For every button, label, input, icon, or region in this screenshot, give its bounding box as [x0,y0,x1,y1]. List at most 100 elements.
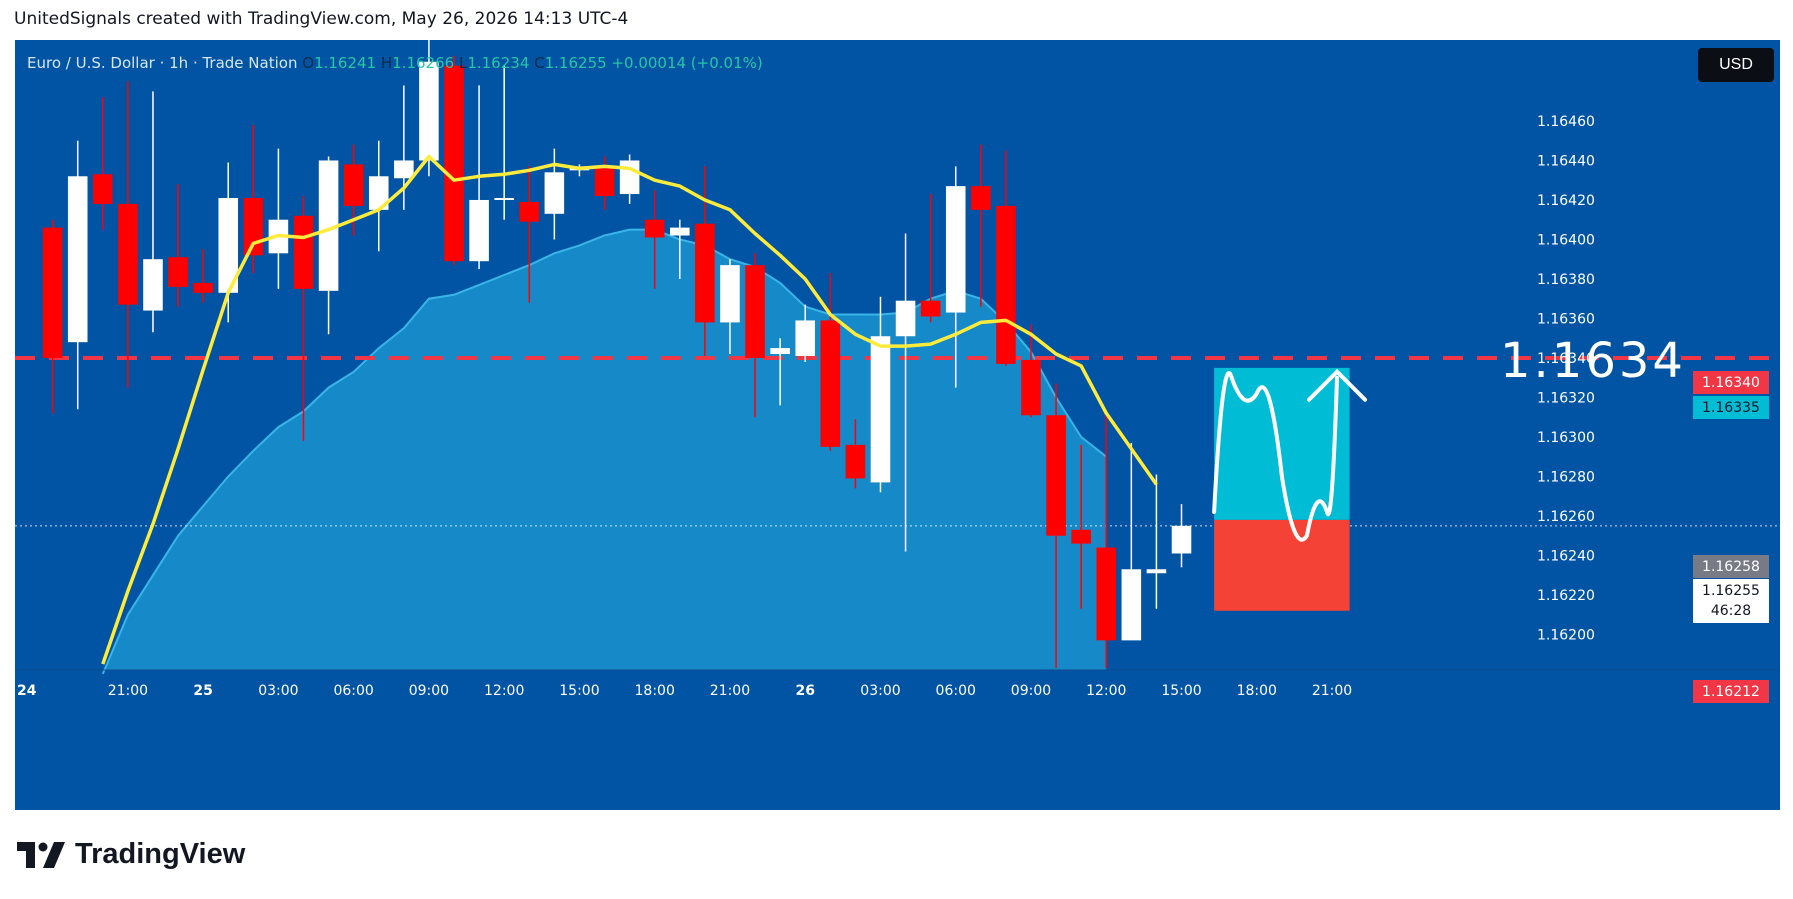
candle-body [1171,525,1192,554]
x-tick-label: 21:00 [1312,683,1352,699]
candle-bear [1021,324,1041,418]
moving-average-slow [101,228,1107,675]
moving-average-fast [101,154,1158,665]
candle-body [1071,529,1091,544]
target-price-label: 1.1634 [1500,333,1686,389]
candle-body [945,186,966,313]
close-value: 1.16255 [544,54,607,72]
candle-bull [670,219,690,279]
candle-bear [118,81,138,388]
y-tick-label: 1.16280 [1537,469,1595,485]
candle-bear [1071,444,1091,609]
high-label: H [380,54,393,72]
candle-body [1046,415,1066,536]
candle-bull [544,148,565,240]
candle-body [93,174,113,204]
x-tick-label: 12:00 [484,683,524,699]
candle-bear [168,184,188,307]
candle-body [619,160,640,195]
x-tick-label: 03:00 [860,683,900,699]
candle-body [770,348,790,355]
candle-body [544,172,565,214]
candle-bull [394,85,414,210]
y-tick-label: 1.16400 [1537,232,1595,248]
x-tick-label: 21:00 [108,683,148,699]
candle-body [168,257,188,287]
open-value: 1.16241 [314,54,377,72]
axes: 1.16460 1.16440 1.16420 1.16400 1.16380 1.163… [15,114,1780,699]
candle-bear [745,253,765,418]
tradingview-logo[interactable]: TradingView [17,838,245,871]
candle-body [318,160,339,291]
candle-bull [1121,442,1142,641]
candle-body [494,197,514,200]
x-tick-label: 06:00 [936,683,976,699]
candle-body [745,265,765,358]
chart-frame[interactable]: 1.16460 1.16440 1.16420 1.16400 1.16380 1.163… [15,40,1780,810]
chart-publisher-header: UnitedSignals created with TradingView.c… [14,9,629,29]
candle-body [444,65,464,262]
symbol-name: Euro / U.S. Dollar · 1h · Trade Nation [27,54,298,72]
candle-bear [519,166,540,303]
candle-body [845,444,866,479]
candle-body [795,320,815,356]
candle-body [1021,359,1041,416]
candle-body [143,259,163,311]
candle-bull [945,166,966,388]
candle-body [1121,569,1142,641]
high-value: 1.16266 [392,54,455,72]
candle-body [368,176,389,210]
candle-bull [218,162,239,323]
long-position-tool [1212,367,1368,611]
y-tick-label: 1.16320 [1537,390,1595,406]
candlestick-chart[interactable]: 1.16460 1.16440 1.16420 1.16400 1.16380 1.163… [15,40,1780,810]
slow-ma-line [101,228,1107,675]
candle-bull [494,65,514,220]
x-tick-label: 15:00 [559,683,599,699]
projection-arrow-head [1307,368,1368,402]
candle-body [920,300,941,317]
currency-button[interactable]: USD [1698,48,1774,82]
candle-body [42,227,63,358]
y-tick-label: 1.16360 [1537,311,1595,327]
candle-bear [42,219,63,414]
candle-bear [594,156,615,210]
candle-bear [444,55,464,266]
projection-path [1212,371,1339,542]
target-price-badge: 1.16340 [1693,371,1769,394]
y-tick-label: 1.16220 [1537,588,1595,604]
candle-body [193,282,213,293]
candle-body [594,168,615,197]
x-tick-label: 18:00 [1237,683,1277,699]
low-value: 1.16234 [467,54,530,72]
candle-bull [795,304,815,362]
stop-loss-zone [1214,519,1350,611]
x-tick-label: 12:00 [1086,683,1126,699]
candle-bull [143,91,163,333]
candle-body [870,336,891,483]
candle-body [293,215,314,289]
candle-bull [268,148,289,289]
candle-bear [971,144,991,307]
x-tick-label: 21:00 [710,683,750,699]
candle-bull [720,259,740,355]
candle-body [695,223,715,323]
candle-bear [1046,383,1066,669]
candle-bear [820,273,841,451]
candles [42,40,1192,669]
candle-bull [318,156,339,335]
candle-body [394,160,414,179]
candle-body [343,164,364,206]
open-label: O [302,54,315,72]
take-profit-zone [1214,367,1350,520]
candle-bull [1146,474,1167,609]
candle-bull [619,154,640,204]
x-tick-label: 24 [17,683,37,699]
candle-bull [1171,504,1192,568]
change-value: +0.00014 (+0.01%) [611,54,763,72]
candle-body [996,205,1016,364]
symbol-legend: Euro / U.S. Dollar · 1h · Trade Nation O… [27,54,763,72]
price-levels [15,355,1780,527]
candle-bull [67,140,88,410]
candle-bear [644,190,665,289]
